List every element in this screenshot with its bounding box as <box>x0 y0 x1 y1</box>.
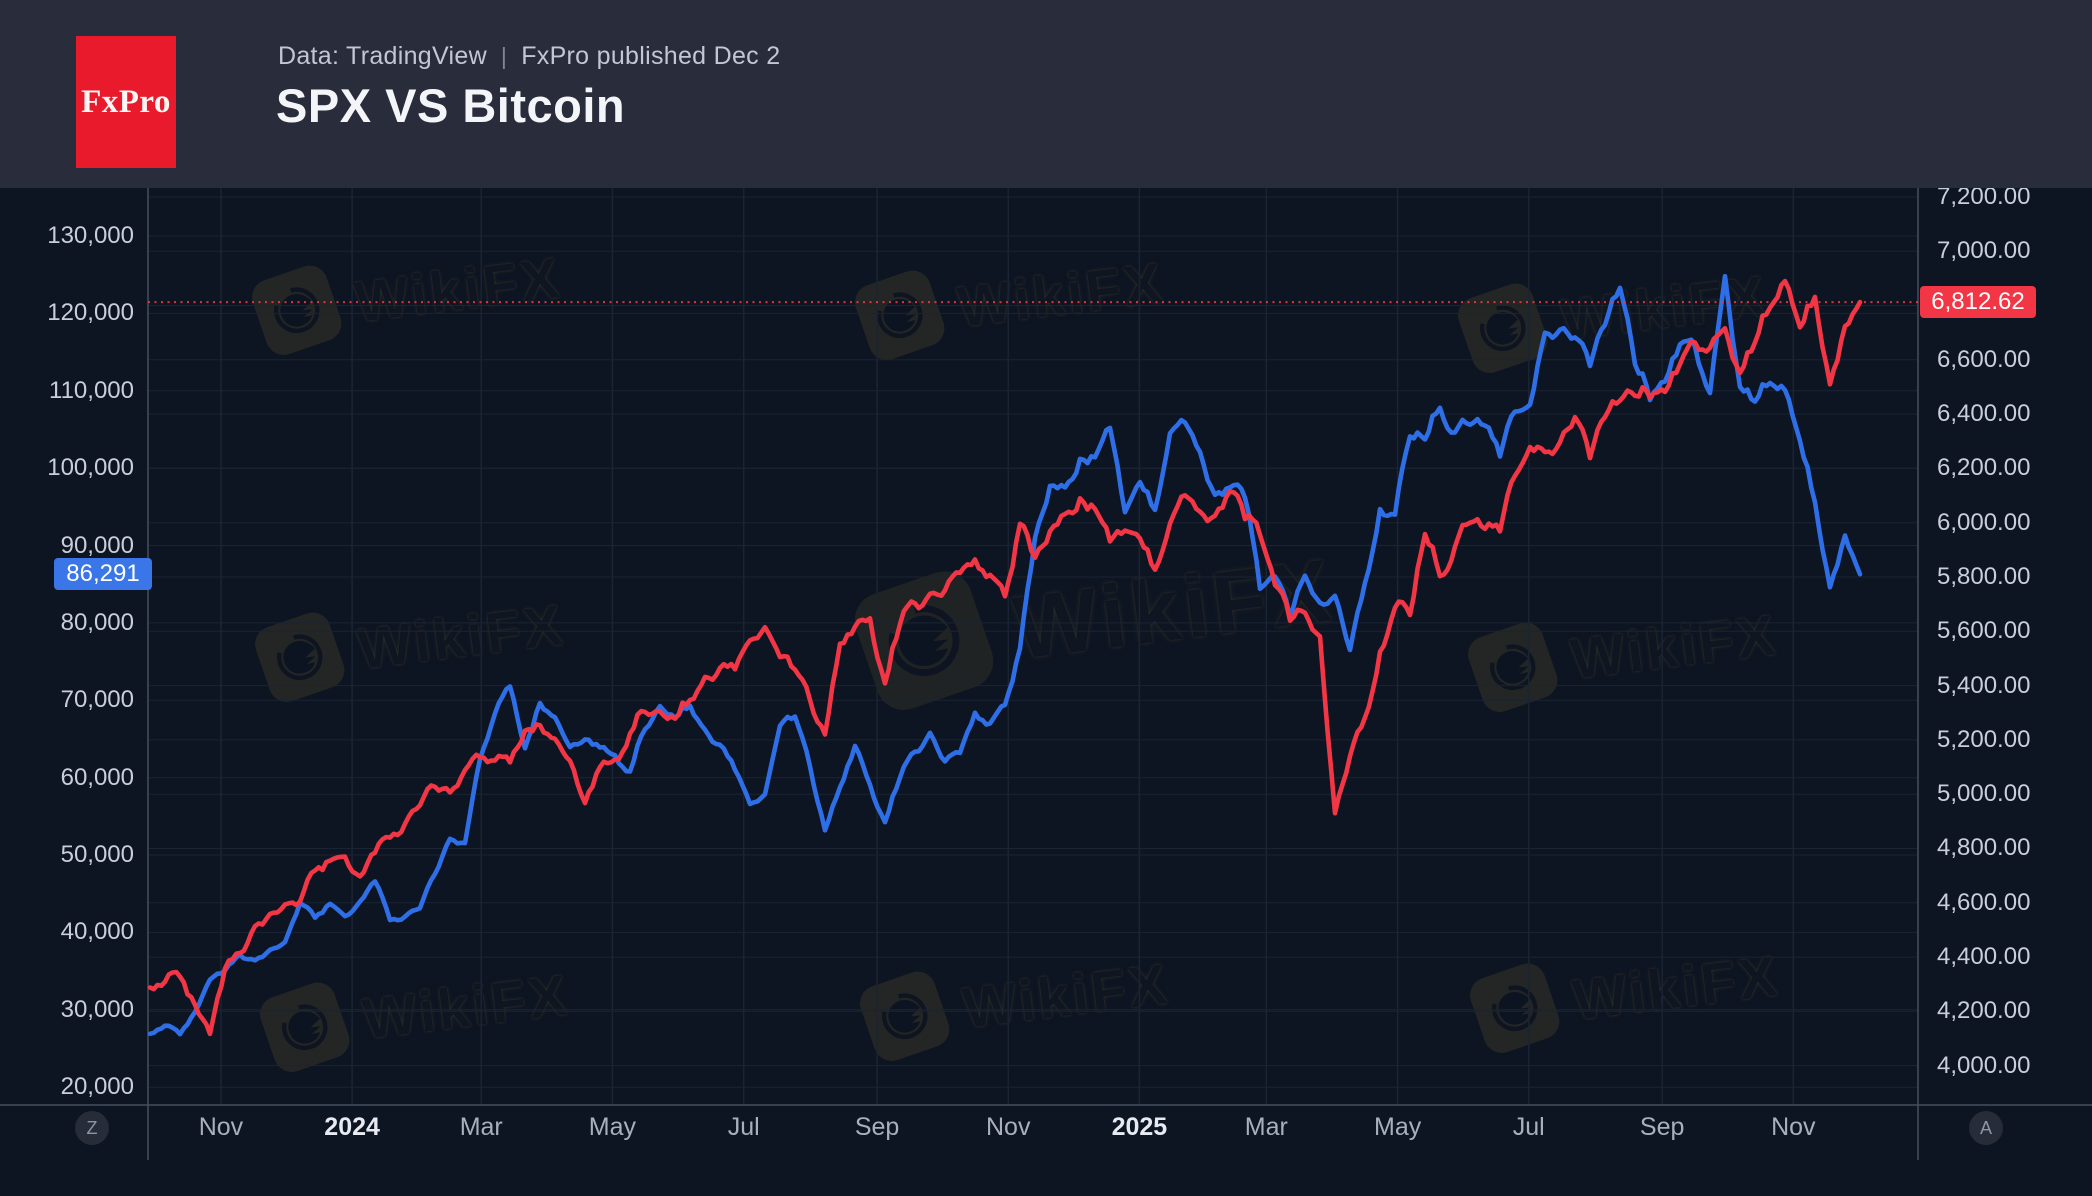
right-axis-tick-label: 7,000.00 <box>1937 237 2031 265</box>
left-axis-tick-label: 130,000 <box>47 221 134 249</box>
fxpro-logo: FxPro <box>76 36 176 168</box>
fxpro-logo-text: FxPro <box>81 83 171 120</box>
time-axis-month-label: Nov <box>986 1113 1031 1141</box>
left-axis-tick-label: 110,000 <box>49 376 134 404</box>
right-axis-tick-label: 5,400.00 <box>1937 671 2031 699</box>
time-axis-month-label: Sep <box>854 1113 900 1141</box>
time-axis-month-label: Nov <box>198 1113 244 1141</box>
left-axis-tick-label: 50,000 <box>60 841 134 869</box>
time-axis-month-label: Sep <box>1639 1113 1685 1141</box>
right-axis-tick-label: 6,400.00 <box>1937 400 2031 428</box>
header: FxPro Data: TradingView | FxPro published … <box>0 0 2092 188</box>
timezone-button[interactable]: Z <box>75 1111 109 1145</box>
time-axis-month-label: May <box>1373 1113 1422 1141</box>
chart-meta: Data: TradingView | FxPro published Dec 2 <box>278 42 780 71</box>
left-axis-tick-label: 90,000 <box>60 531 134 559</box>
page-title: SPX VS Bitcoin <box>276 79 626 132</box>
right-axis-tick-label: 4,200.00 <box>1937 997 2031 1025</box>
btc-last-price-label: 86,291 <box>54 558 152 591</box>
right-axis-tick-label: 5,800.00 <box>1937 563 2031 590</box>
right-axis-tick-label: 4,000.00 <box>1937 1051 2031 1079</box>
left-axis-tick-label: 20,000 <box>60 1073 134 1101</box>
time-axis-month-label: May <box>588 1113 636 1141</box>
left-axis-tick-label: 40,000 <box>60 918 134 946</box>
left-axis-tick-label: 70,000 <box>60 686 134 714</box>
right-axis-tick-label: 4,600.00 <box>1937 888 2031 916</box>
bitcoin-price-line <box>147 273 1863 1037</box>
right-axis-tick-label: 4,800.00 <box>1937 834 2031 862</box>
right-axis-tick-label: 6,000.00 <box>1937 508 2031 536</box>
spx-last-price-label: 6,812.62 <box>1920 286 2036 319</box>
time-axis-month-label: Jul <box>1512 1113 1545 1141</box>
right-axis-tick-label: 6,600.00 <box>1937 345 2031 373</box>
time-axis-month-label: Mar <box>1244 1113 1288 1141</box>
auto-scale-button[interactable]: A <box>1969 1111 2003 1145</box>
right-axis-tick-label: 4,400.00 <box>1937 943 2031 971</box>
time-axis-year-label: 2024 <box>324 1113 380 1141</box>
time-axis-month-label: Nov <box>1771 1113 1816 1141</box>
left-axis-tick-label: 120,000 <box>47 299 134 327</box>
time-axis-year-label: 2025 <box>1111 1113 1168 1141</box>
left-axis-tick-label: 30,000 <box>60 995 134 1023</box>
time-axis-month-label: Mar <box>459 1113 503 1141</box>
right-axis-tick-label: 5,000.00 <box>1937 780 2031 808</box>
published-text: FxPro published Dec 2 <box>521 42 781 70</box>
right-axis-tick-label: 5,600.00 <box>1937 617 2031 645</box>
right-axis-tick-label: 5,200.00 <box>1937 725 2031 753</box>
right-axis-tick-label: 6,200.00 <box>1937 454 2031 482</box>
meta-separator: | <box>500 43 508 69</box>
left-axis-tick-label: 60,000 <box>60 763 134 791</box>
time-axis-month-label: Jul <box>727 1113 760 1141</box>
left-axis-tick-label: 100,000 <box>47 454 134 482</box>
spx-price-line <box>147 278 1863 1037</box>
left-axis-tick-label: 80,000 <box>60 608 134 636</box>
data-source-text: Data: TradingView <box>278 42 487 70</box>
